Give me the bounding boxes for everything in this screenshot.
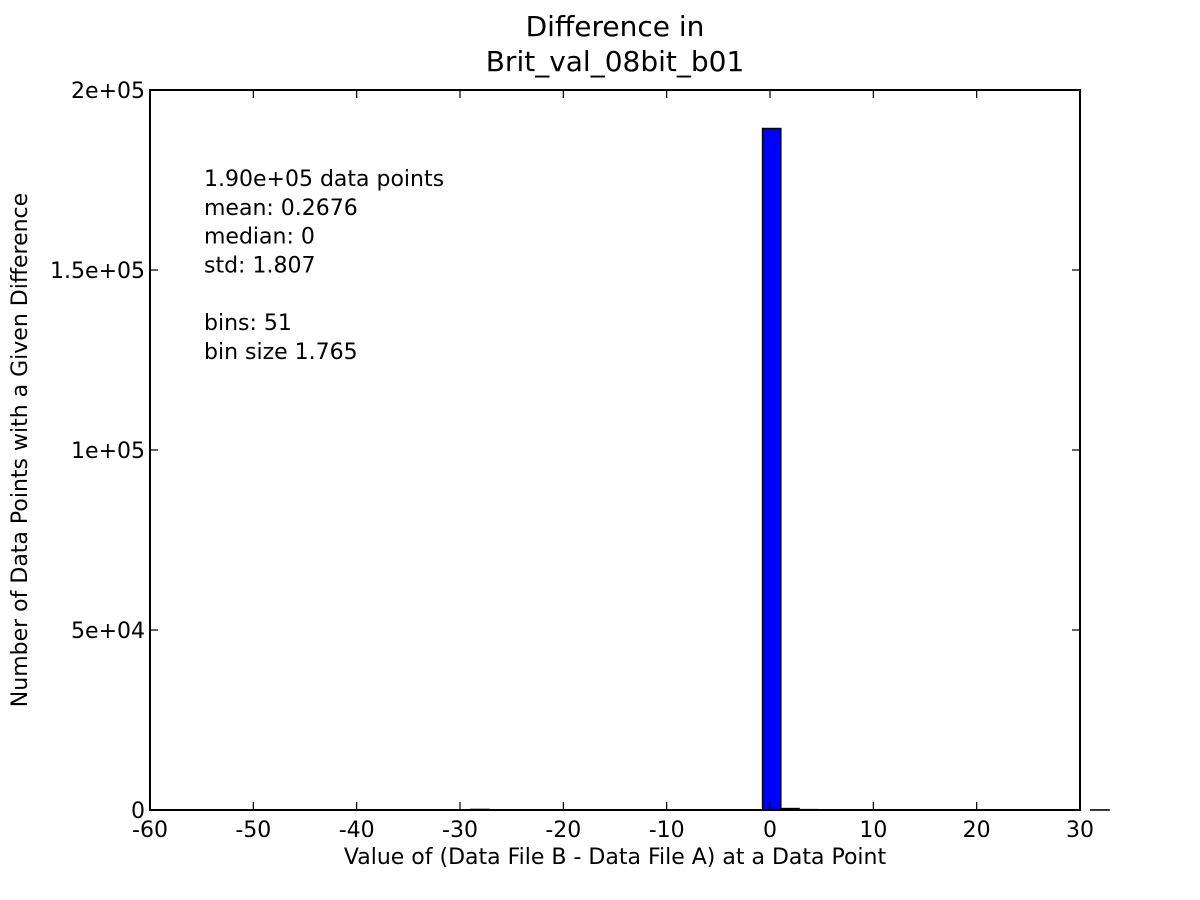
x-tick-label: 10 [859, 818, 887, 843]
x-axis-label: Value of (Data File B - Data File A) at … [344, 845, 887, 870]
stats-line: std: 1.807 [204, 253, 315, 278]
y-tick-label: 0 [131, 799, 145, 824]
y-tick-label: 2e+05 [71, 79, 145, 104]
x-axis-ticks: -60 -50 -40 -30 -20 -10 0 10 20 30 [132, 90, 1094, 843]
chart-title-line-1: Difference in [526, 10, 705, 43]
stats-line: bin size 1.765 [204, 340, 358, 365]
plot-frame [149, 89, 1081, 811]
stats-annotation: 1.90e+05 data points mean: 0.2676 median: … [204, 167, 444, 365]
histogram-bars [178, 127, 1110, 811]
histogram-bar [761, 127, 782, 811]
stats-line: bins: 51 [204, 311, 292, 336]
y-axis-ticks: 0 5e+04 1e+05 1.5e+05 2e+05 [50, 79, 1080, 824]
x-tick-label: 30 [1066, 818, 1094, 843]
x-tick-label: -20 [545, 818, 581, 843]
stats-line: 1.90e+05 data points [204, 167, 444, 192]
x-tick-label: -10 [649, 818, 685, 843]
x-tick-label: -40 [339, 818, 375, 843]
x-tick-label: -60 [132, 818, 168, 843]
stats-line: mean: 0.2676 [204, 196, 358, 221]
y-tick-label: 1.5e+05 [50, 259, 145, 284]
y-tick-label: 1e+05 [71, 439, 145, 464]
x-tick-label: -50 [235, 818, 271, 843]
chart-title-line-2: Brit_val_08bit_b01 [486, 45, 745, 78]
x-tick-label: 0 [763, 818, 777, 843]
y-tick-label: 5e+04 [71, 619, 145, 644]
x-tick-label: 20 [963, 818, 991, 843]
x-tick-label: -30 [442, 818, 478, 843]
stats-line: median: 0 [204, 225, 315, 250]
y-axis-label: Number of Data Points with a Given Diffe… [8, 193, 33, 707]
